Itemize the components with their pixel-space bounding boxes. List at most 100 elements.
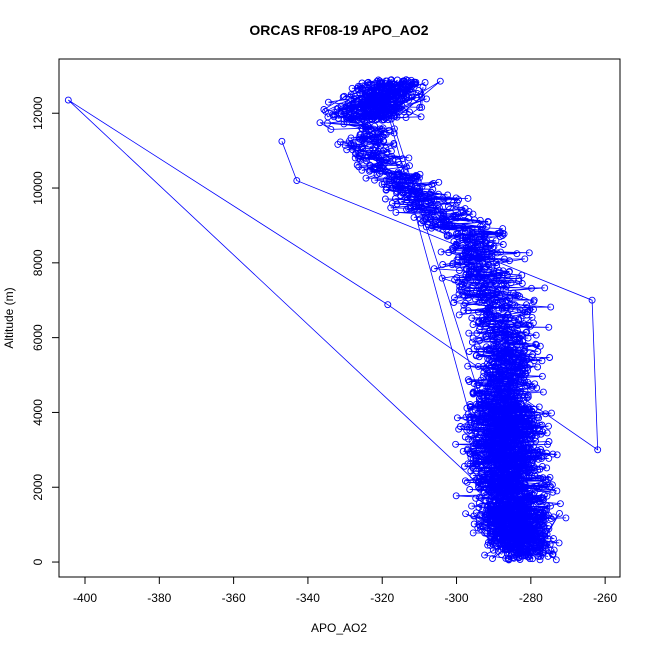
data-point (464, 362, 472, 370)
data-point (383, 148, 391, 156)
data-point (453, 198, 461, 206)
data-point (524, 378, 532, 386)
data-point (503, 296, 511, 304)
data-point (477, 230, 485, 238)
data-point (550, 546, 558, 554)
data-point (502, 375, 510, 383)
data-point (366, 99, 373, 107)
data-point (515, 334, 523, 342)
data-point (349, 103, 357, 111)
data-point (387, 176, 395, 184)
data-point (516, 292, 524, 300)
data-point (484, 392, 492, 400)
data-point (386, 96, 394, 104)
data-point (465, 378, 473, 385)
data-point (417, 219, 425, 227)
data-point (415, 86, 423, 94)
data-point (511, 397, 519, 405)
data-point (496, 464, 504, 472)
data-point (483, 530, 491, 537)
data-point (514, 291, 522, 299)
data-point (489, 540, 497, 548)
data-point (486, 327, 494, 334)
y-tick-label: 10000 (31, 171, 45, 205)
data-point (540, 513, 548, 521)
data-point (519, 531, 527, 539)
x-tick-label: -360 (222, 591, 246, 605)
data-point (488, 416, 496, 424)
data-point (529, 531, 537, 539)
data-point (413, 173, 421, 181)
data-point (464, 376, 472, 384)
data-point (476, 390, 484, 398)
data-point (456, 286, 463, 294)
data-point (464, 460, 472, 468)
data-point (369, 85, 377, 93)
data-point (526, 427, 534, 435)
data-point (417, 90, 425, 98)
data-point (512, 433, 520, 441)
data-point (374, 104, 382, 112)
data-point (484, 382, 492, 390)
data-point (509, 361, 517, 369)
data-point (493, 261, 501, 269)
data-point (516, 334, 524, 342)
data-point (504, 396, 512, 404)
data-point (437, 248, 445, 256)
data-point (506, 414, 514, 422)
data-point (440, 210, 448, 218)
x-tick-label: -280 (519, 591, 543, 605)
data-point (542, 410, 549, 418)
data-point (511, 489, 518, 497)
data-point (418, 93, 426, 101)
data-point (521, 447, 529, 455)
data-point (465, 214, 472, 222)
data-point (489, 300, 497, 308)
data-point (421, 79, 429, 86)
data-point (553, 451, 561, 459)
data-point (490, 336, 498, 344)
data-point (472, 295, 479, 303)
data-point (374, 115, 382, 123)
data-point (340, 92, 348, 100)
data-point (529, 544, 536, 552)
x-tick-label: -400 (73, 591, 97, 605)
data-point (419, 83, 427, 91)
data-point (475, 283, 483, 291)
data-point (444, 202, 452, 210)
data-point (505, 513, 513, 521)
data-point (461, 477, 469, 485)
data-point (468, 225, 476, 232)
data-point (526, 421, 534, 428)
data-point (482, 307, 490, 315)
data-point (471, 451, 479, 459)
data-point (499, 472, 506, 480)
data-point (410, 206, 418, 214)
data-point (483, 387, 491, 395)
data-point (468, 502, 476, 510)
data-point (468, 338, 476, 346)
data-point (511, 430, 519, 438)
data-point (521, 308, 529, 316)
data-point (475, 318, 483, 325)
data-point (440, 195, 448, 203)
data-point (526, 531, 534, 539)
data-point (436, 77, 444, 85)
data-point (528, 453, 536, 461)
data-point (489, 555, 496, 563)
data-point (528, 408, 536, 415)
data-point (380, 137, 388, 145)
data-point (497, 525, 505, 532)
data-point (484, 355, 492, 363)
data-point (391, 180, 399, 188)
data-point (503, 413, 511, 421)
data-point (378, 104, 386, 112)
data-point (489, 244, 497, 252)
data-point (490, 391, 498, 399)
data-point (541, 481, 548, 489)
data-point (534, 466, 542, 474)
y-tick-label: 6000 (31, 324, 45, 351)
data-point (523, 394, 531, 402)
data-point (502, 287, 510, 295)
data-point (519, 462, 526, 470)
